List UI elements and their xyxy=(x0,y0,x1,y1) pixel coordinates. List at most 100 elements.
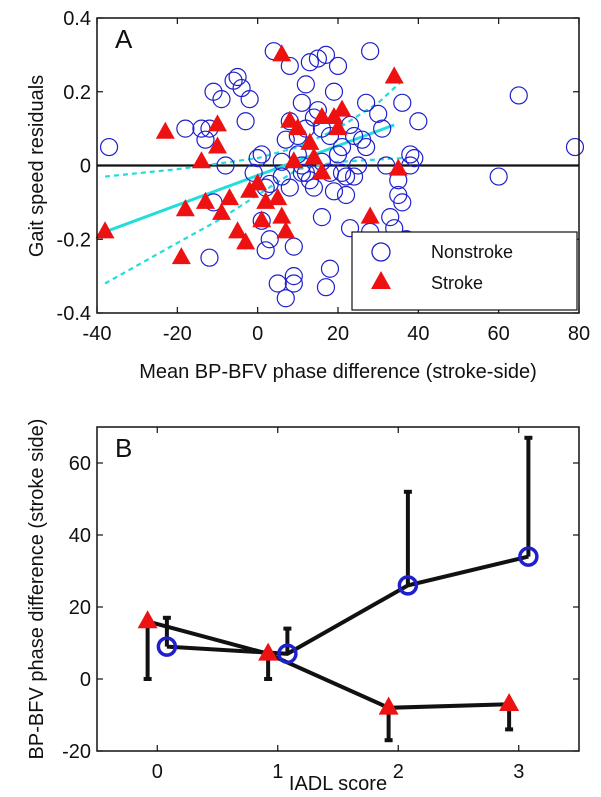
nonstroke-point xyxy=(348,156,368,175)
legend-stroke-label: Stroke xyxy=(431,273,483,293)
nonstroke-point xyxy=(409,112,428,131)
nonstroke-point xyxy=(357,93,376,112)
nonstroke-point xyxy=(381,208,400,227)
stroke-point xyxy=(288,118,308,136)
confidence-band-lower xyxy=(104,157,403,285)
x-tick-label: 0 xyxy=(252,323,263,345)
legend-nonstroke-label: Nonstroke xyxy=(431,242,513,262)
nonstroke-point xyxy=(320,259,340,278)
stroke-point xyxy=(332,99,352,117)
stroke-point xyxy=(252,210,272,228)
nonstroke-point xyxy=(344,167,364,186)
nonstroke-point xyxy=(361,42,380,61)
nonstroke-point xyxy=(393,193,412,212)
panel-b-ticks: 0 1 2 3 -20 0 20 40 60 xyxy=(62,427,579,783)
stroke-point xyxy=(171,247,191,265)
stroke-point xyxy=(220,188,240,206)
stroke-point xyxy=(388,158,408,176)
x-tick-label: 60 xyxy=(488,323,510,345)
nonstroke-point xyxy=(284,274,303,293)
nonstroke-point xyxy=(196,130,215,149)
panel-a-y-axis-label: Gait speed residuals xyxy=(26,75,48,257)
nonstroke-point xyxy=(236,112,255,131)
y-tick-label: 20 xyxy=(69,597,91,619)
nonstroke-point xyxy=(312,208,332,227)
panel-b-x-axis-label: IADL score xyxy=(289,773,387,795)
stroke-point xyxy=(384,66,404,84)
stroke-point xyxy=(284,151,304,169)
y-tick-label: 0 xyxy=(80,156,91,178)
stroke-point xyxy=(300,132,320,150)
nonstroke-point xyxy=(216,156,235,175)
nonstroke-point xyxy=(509,86,528,105)
y-tick-label: 0.2 xyxy=(63,82,91,104)
nonstroke-point xyxy=(320,126,340,146)
nonstroke-mean-point xyxy=(277,643,298,665)
nonstroke-point xyxy=(292,93,311,112)
panel-a-legend: Nonstroke Stroke xyxy=(351,231,578,311)
nonstroke-point xyxy=(300,53,319,72)
stroke-point xyxy=(95,221,115,239)
nonstroke-point xyxy=(276,289,295,308)
stroke-point xyxy=(228,221,248,239)
stroke-point xyxy=(312,106,332,125)
panel-b-plot-content xyxy=(137,435,539,743)
panel-b: 0 1 2 3 -20 0 20 40 60 B IADL score BP-BFV phase… xyxy=(26,419,580,795)
panel-a-plot-content xyxy=(95,42,585,308)
stroke-mean-point xyxy=(137,610,158,629)
x-tick-label: 40 xyxy=(407,323,429,345)
nonstroke-point xyxy=(340,219,360,238)
y-tick-label: -0.2 xyxy=(57,229,91,251)
stroke-point xyxy=(175,199,195,217)
x-tick-label: -20 xyxy=(163,323,192,345)
stroke-point xyxy=(208,114,227,132)
nonstroke-point xyxy=(393,93,412,112)
nonstroke-point xyxy=(565,137,585,157)
nonstroke-point xyxy=(228,67,247,87)
stroke-point xyxy=(155,121,175,139)
stroke-point xyxy=(236,232,256,250)
stroke-point xyxy=(328,118,348,136)
nonstroke-point xyxy=(316,45,336,64)
legend-box xyxy=(351,231,578,311)
nonstroke-point xyxy=(336,167,356,186)
nonstroke-point xyxy=(284,237,303,256)
nonstroke-point xyxy=(405,149,424,168)
nonstroke-point xyxy=(268,274,287,293)
stroke-point xyxy=(304,147,324,165)
y-tick-label: 0.4 xyxy=(63,8,91,30)
y-tick-label: -20 xyxy=(62,741,91,763)
y-tick-label: 60 xyxy=(69,453,91,475)
nonstroke-point xyxy=(256,241,275,260)
stroke-point xyxy=(312,162,332,180)
nonstroke-point xyxy=(369,104,388,123)
nonstroke-point xyxy=(280,56,299,76)
stroke-mean-point xyxy=(499,693,520,712)
nonstroke-point xyxy=(212,90,231,109)
stroke-point xyxy=(195,191,215,209)
stroke-point xyxy=(191,151,211,169)
nonstroke-mean-point xyxy=(156,636,178,657)
nonstroke-point xyxy=(401,145,420,164)
panel-b-y-axis-label: BP-BFV phase difference (stroke side) xyxy=(26,419,48,760)
nonstroke-point xyxy=(324,82,344,101)
nonstroke-point xyxy=(280,178,299,197)
stroke-series-line xyxy=(147,619,510,710)
nonstroke-point xyxy=(99,137,119,157)
stroke-point xyxy=(280,110,300,128)
nonstroke-point xyxy=(328,56,348,76)
y-tick-label: 40 xyxy=(69,525,91,547)
nonstroke-point xyxy=(200,248,219,267)
x-tick-label: -40 xyxy=(83,323,112,345)
x-tick-label: 80 xyxy=(568,323,590,345)
nonstroke-point xyxy=(308,49,328,68)
nonstroke-point xyxy=(373,119,392,138)
nonstroke-point xyxy=(252,145,271,164)
regression-fit-line xyxy=(104,123,395,234)
x-tick-label: 20 xyxy=(327,323,349,345)
confidence-band-upper xyxy=(104,79,404,178)
nonstroke-point xyxy=(357,137,376,157)
stroke-mean-point xyxy=(258,642,279,661)
panel-a: -40 -20 0 20 40 60 80 -0.4 -0.2 0 0.2 0.4 A Mean BP… xyxy=(26,8,590,383)
